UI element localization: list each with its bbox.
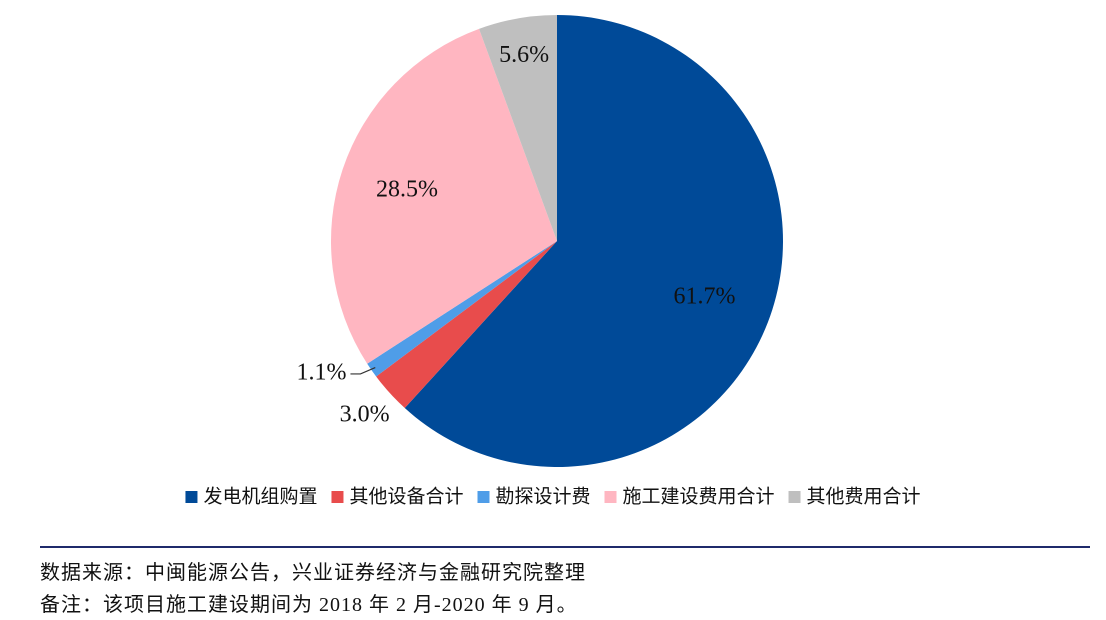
legend-swatch: [788, 491, 801, 503]
remark-note: 备注：该项目施工建设期间为 2018 年 2 月-2020 年 9 月。: [40, 594, 578, 616]
legend-swatch: [185, 491, 198, 503]
legend-label: 其他费用合计: [807, 486, 921, 508]
pie-slice: [330, 28, 557, 364]
leader-line: [350, 367, 376, 375]
data-label: 61.7%: [674, 284, 736, 310]
pie-slice: [404, 15, 783, 468]
source-note: 数据来源：中闽能源公告，兴业证券经济与金融研究院整理: [40, 562, 586, 584]
chart: 61.7% 3.0% 1.1% 28.5% 5.6% 发电机组购置 其他设备合计 勘探设计费 施…: [185, 15, 921, 508]
data-label: 3.0%: [340, 401, 390, 427]
pie-slice: [479, 15, 557, 241]
legend-label: 勘探设计费: [495, 486, 590, 508]
legend-swatch: [604, 491, 617, 503]
legend-label: 施工建设费用合计: [623, 486, 775, 508]
legend-swatch: [477, 491, 490, 503]
legend-label: 其他设备合计: [349, 486, 463, 508]
pie-slice: [367, 241, 557, 377]
data-label: 1.1%: [296, 359, 346, 385]
pie-slice: [376, 241, 557, 409]
divider: [40, 546, 1090, 548]
data-label: 28.5%: [376, 176, 438, 202]
legend-swatch: [331, 491, 344, 503]
legend-label: 发电机组购置: [203, 486, 317, 508]
data-label: 5.6%: [499, 42, 549, 68]
